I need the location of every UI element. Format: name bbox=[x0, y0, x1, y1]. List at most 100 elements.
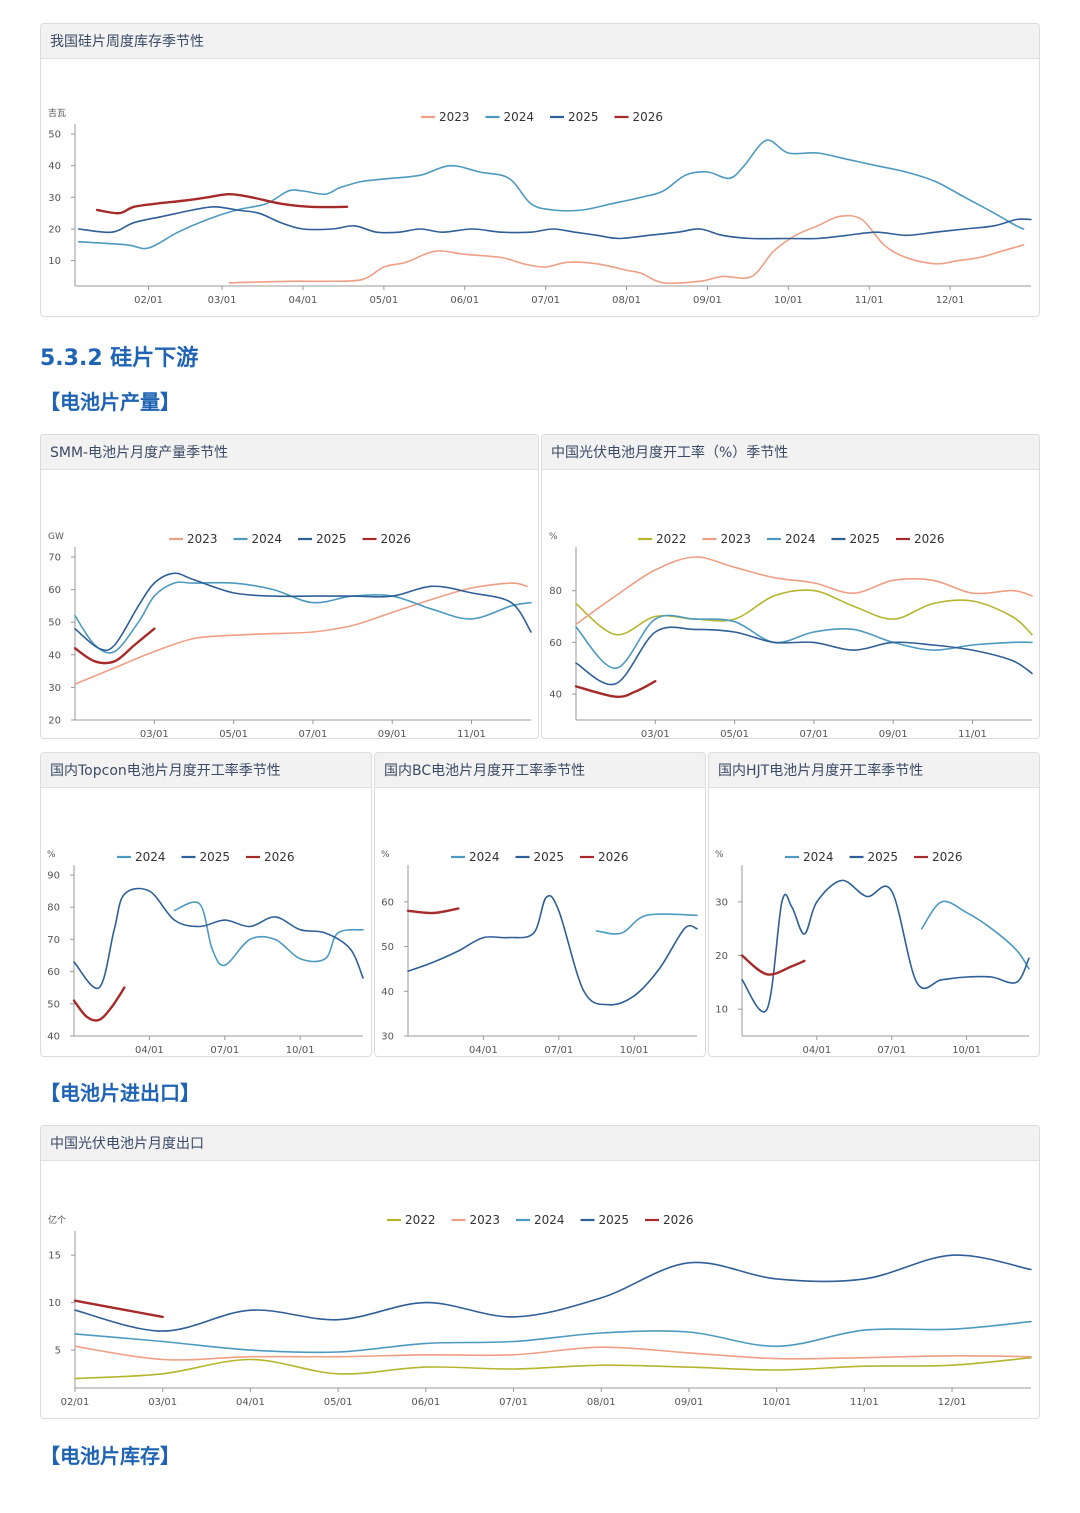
x-tick-label: 03/01 bbox=[641, 729, 670, 738]
legend-label: 2026 bbox=[633, 110, 664, 124]
chart-title: 国内Topcon电池片月度开工率季节性 bbox=[41, 753, 371, 788]
x-tick-label: 12/01 bbox=[938, 1397, 967, 1408]
legend-item-2023: 2023 bbox=[702, 532, 752, 546]
legend-item-2024: 2024 bbox=[767, 532, 816, 546]
x-tick-label: 04/01 bbox=[289, 295, 318, 306]
y-tick-label: 70 bbox=[47, 935, 60, 946]
x-tick-label: 11/01 bbox=[457, 729, 486, 738]
legend-item-2024: 2024 bbox=[485, 110, 534, 124]
y-tick-label: 60 bbox=[47, 967, 60, 978]
y-unit-label: % bbox=[381, 850, 390, 860]
series-line-2025 bbox=[407, 894, 698, 1006]
section-heading-wafer-downstream: 5.3.2 硅片下游 bbox=[40, 346, 199, 371]
x-tick-label: 08/01 bbox=[587, 1397, 616, 1408]
legend-item-2023: 2023 bbox=[169, 532, 218, 546]
y-tick-label: 5 bbox=[55, 1346, 61, 1357]
x-tick-label: 03/01 bbox=[208, 295, 237, 306]
legend-label: 2023 bbox=[721, 532, 752, 546]
chart-title: 国内HJT电池片月度开工率季节性 bbox=[709, 753, 1039, 788]
chart-panel-wafer-inventory: 我国硅片周度库存季节性 吉瓦 10 20 30 40 50 02/01 03/01 04/01 0… bbox=[40, 23, 1040, 317]
chart-title: 国内BC电池片月度开工率季节性 bbox=[375, 753, 705, 788]
legend-item-2026: 2026 bbox=[896, 532, 945, 546]
x-tick-label: 10/01 bbox=[774, 295, 803, 306]
series-line-2026 bbox=[73, 627, 156, 665]
series-line-2026 bbox=[740, 954, 806, 976]
y-unit-label: GW bbox=[48, 532, 64, 542]
series-line-2025 bbox=[741, 879, 1030, 1013]
y-tick-label: 20 bbox=[48, 225, 61, 236]
series-line-2026 bbox=[73, 1299, 164, 1319]
legend-label: 2026 bbox=[932, 850, 963, 864]
y-tick-label: 20 bbox=[48, 716, 61, 727]
series-line-2024 bbox=[595, 913, 698, 935]
legend-label: 2026 bbox=[914, 532, 945, 546]
chart-topcon: % 40 50 60 70 80 90 04/01 07/01 10/01 2024 2025 2026… bbox=[47, 850, 364, 1056]
x-tick-label: 08/01 bbox=[612, 295, 641, 306]
x-tick-label: 05/01 bbox=[720, 729, 749, 738]
y-tick-label: 30 bbox=[381, 1032, 394, 1043]
y-tick-label: 20 bbox=[715, 951, 728, 962]
legend-label: 2026 bbox=[663, 1213, 694, 1227]
legend-item-2025: 2025 bbox=[298, 532, 347, 546]
chart-hjt: %10203004/0107/0110/01202420252026source… bbox=[715, 850, 1030, 1056]
series-line-2025 bbox=[575, 626, 1033, 686]
legend-item-2025: 2025 bbox=[550, 110, 599, 124]
x-tick-label: 09/01 bbox=[675, 1397, 704, 1408]
legend-item-2024: 2024 bbox=[451, 850, 500, 864]
y-tick-label: 50 bbox=[48, 618, 61, 629]
series-line-2026 bbox=[72, 986, 126, 1022]
y-tick-label: 40 bbox=[549, 690, 562, 701]
y-tick-label: 60 bbox=[48, 585, 61, 596]
series-line-2026 bbox=[574, 680, 657, 699]
series-line-2025 bbox=[73, 887, 364, 990]
series-line-2023 bbox=[228, 214, 1025, 285]
x-tick-label: 11/01 bbox=[850, 1397, 879, 1408]
legend-item-2024: 2024 bbox=[785, 850, 834, 864]
y-tick-label: 10 bbox=[48, 1298, 61, 1309]
chart-panel-hjt: 国内HJT电池片月度开工率季节性 % 10 20 30 04/01 07/01 10/01 2… bbox=[708, 752, 1040, 1057]
y-unit-label: % bbox=[47, 850, 56, 860]
series-line-2025 bbox=[74, 1254, 1032, 1332]
legend-label: 2022 bbox=[656, 532, 687, 546]
legend-label: 2023 bbox=[470, 1213, 501, 1227]
x-tick-label: 11/01 bbox=[855, 295, 884, 306]
legend-label: 2025 bbox=[534, 850, 565, 864]
legend-item-2025: 2025 bbox=[831, 532, 881, 546]
y-tick-label: 70 bbox=[48, 553, 61, 564]
legend-item-2024: 2024 bbox=[233, 532, 282, 546]
x-tick-label: 06/01 bbox=[450, 295, 479, 306]
x-tick-label: 07/01 bbox=[499, 1397, 528, 1408]
y-tick-label: 50 bbox=[381, 942, 394, 953]
y-tick-label: 40 bbox=[48, 650, 61, 661]
chart-cell-output: GW 20 30 40 50 60 70 03/01 05/01 07/01 09/01 11/01 2… bbox=[48, 532, 532, 738]
legend-item-2023: 2023 bbox=[451, 1213, 501, 1227]
legend-item-2026: 2026 bbox=[914, 850, 963, 864]
y-tick-label: 90 bbox=[47, 871, 60, 882]
series-line-2024 bbox=[575, 614, 1033, 670]
chart-title: SMM-电池片月度产量季节性 bbox=[41, 435, 538, 470]
x-tick-label: 10/01 bbox=[762, 1397, 791, 1408]
y-tick-label: 40 bbox=[381, 987, 394, 998]
x-tick-label: 04/01 bbox=[469, 1045, 498, 1056]
y-tick-label: 15 bbox=[48, 1251, 61, 1262]
x-tick-label: 11/01 bbox=[958, 729, 987, 738]
x-tick-label: 04/01 bbox=[135, 1045, 164, 1056]
y-tick-label: 40 bbox=[48, 161, 61, 172]
x-tick-label: 07/01 bbox=[544, 1045, 573, 1056]
legend-label: 2025 bbox=[868, 850, 899, 864]
y-tick-label: 80 bbox=[549, 586, 562, 597]
chart-panel-topcon: 国内Topcon电池片月度开工率季节性 % 40 50 60 70 80 90 04/01 07… bbox=[40, 752, 372, 1057]
legend-item-2022: 2022 bbox=[638, 532, 687, 546]
y-tick-label: 30 bbox=[48, 683, 61, 694]
x-tick-label: 07/01 bbox=[877, 1045, 906, 1056]
series-line-2024 bbox=[74, 1320, 1032, 1354]
series-line-2022 bbox=[575, 589, 1033, 636]
legend-label: 2023 bbox=[187, 532, 218, 546]
chart-cell-utilization: % 40 60 80 03/01 05/01 07/01 09/01 11/01 2022 2023… bbox=[549, 532, 1033, 738]
legend-label: 2025 bbox=[850, 532, 881, 546]
y-tick-label: 60 bbox=[381, 897, 394, 908]
legend-item-2026: 2026 bbox=[580, 850, 629, 864]
legend-label: 2026 bbox=[381, 532, 412, 546]
series-line-2026 bbox=[406, 907, 460, 915]
series-line-2024 bbox=[173, 901, 364, 967]
